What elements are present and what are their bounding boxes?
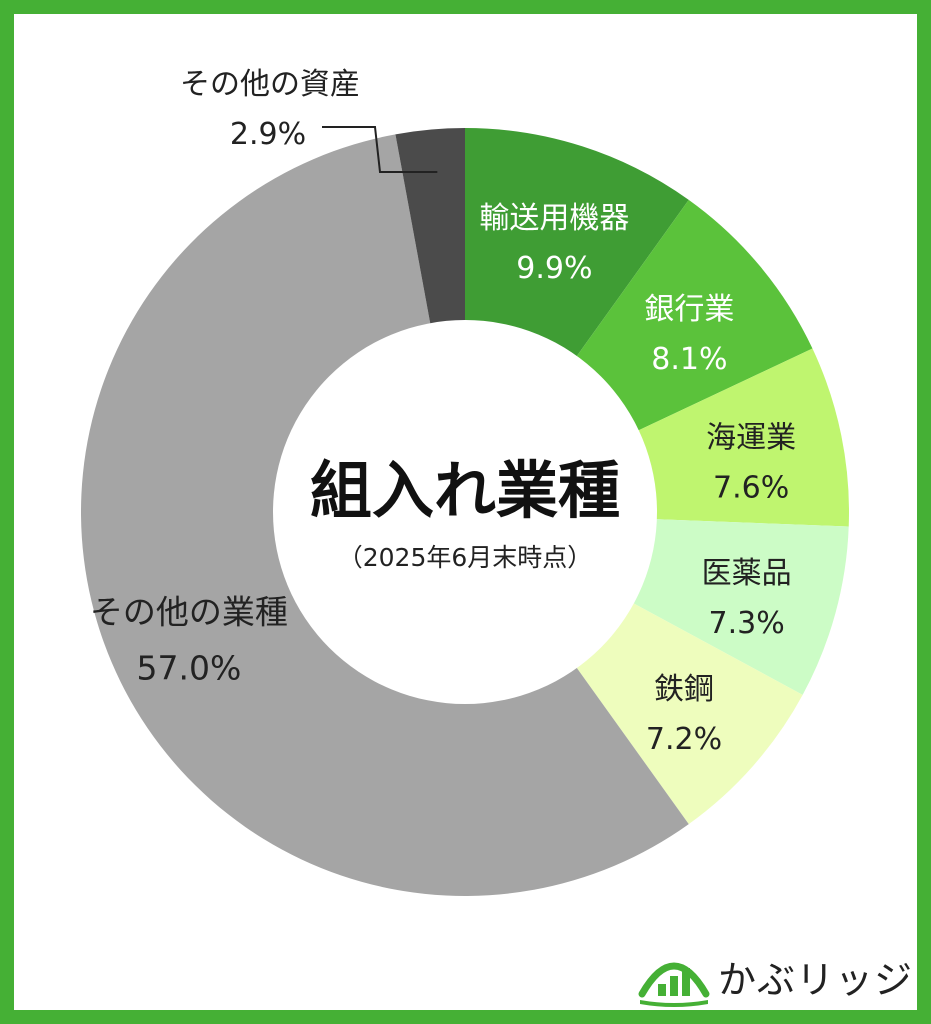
chart-subtitle: （2025年6月末時点） (338, 543, 593, 572)
slice-labels: 輸送用機器 9.9% 銀行業 8.1% 海運業 7.6% 医薬品 7.3% 鉄鋼 7.2% その他の… (90, 67, 796, 757)
leader-line-other-assets (322, 126, 438, 173)
slice-7-value-label: 2.9% (230, 117, 306, 152)
slice-1-name-label: 輸送用機器 (479, 201, 629, 236)
slice-2-value-label: 8.1% (651, 342, 727, 377)
house-bar-chart-logo-icon (638, 962, 710, 1007)
slice-5-value-label: 7.2% (646, 722, 722, 757)
slice-5-name-label: 鉄鋼 (654, 672, 714, 707)
slice-4-name-label: 医薬品 (702, 556, 792, 591)
slice-7-name-label: その他の資産 (180, 67, 360, 102)
brand-logo: かぶリッジ (636, 944, 913, 1008)
slice-3-name-label: 海運業 (706, 421, 796, 456)
slice-6-name-label: その他の業種 (90, 592, 288, 631)
slice-2-name-label: 銀行業 (644, 292, 734, 327)
donut-hole (273, 320, 657, 704)
slice-4-value-label: 7.3% (709, 606, 785, 641)
slice-1-value-label: 9.9% (516, 251, 592, 286)
slice-3-value-label: 7.6% (713, 471, 789, 506)
slice-6-value-label: 57.0% (137, 648, 242, 687)
chart-title: 組入れ業種 (310, 454, 620, 527)
brand-name: かぶリッジ (718, 957, 914, 1002)
